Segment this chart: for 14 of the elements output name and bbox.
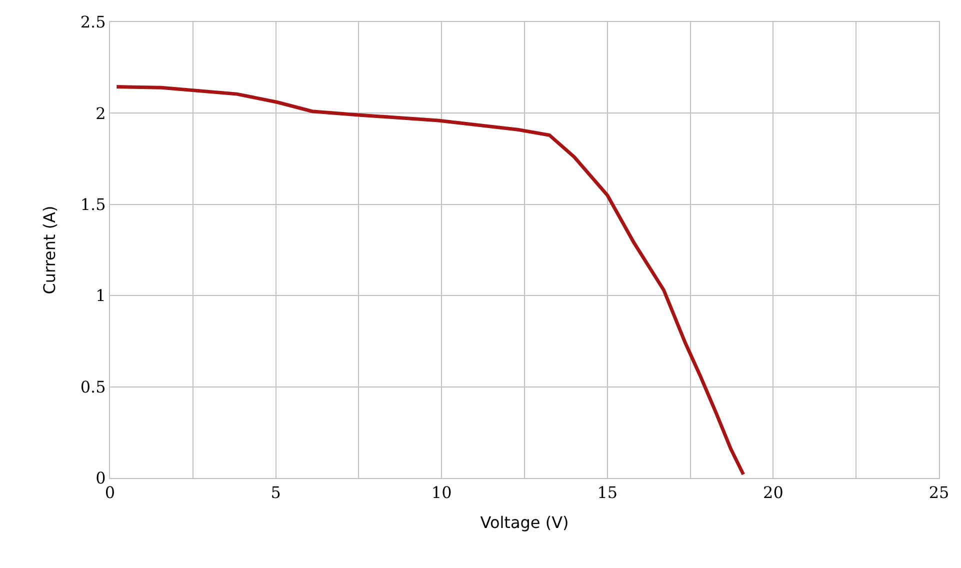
x-tick-label: 15 [597,483,618,502]
y-tick-label: 1 [96,286,106,306]
y-tick-label: 0.5 [80,377,106,396]
y-tick-label: 2.5 [80,12,106,32]
y-tick-label: 2 [96,104,106,123]
y-axis-title: Current (A) [40,206,60,294]
line-series [114,85,746,476]
x-tick-label: 25 [928,483,950,502]
x-tick-label: 20 [763,483,784,502]
x-tick-label: 10 [431,483,452,502]
y-tick-label: 0 [96,468,106,488]
x-tick-label: 5 [270,483,281,502]
y-tick-label: 1.5 [80,195,106,214]
x-axis-title: Voltage (V) [480,512,569,532]
